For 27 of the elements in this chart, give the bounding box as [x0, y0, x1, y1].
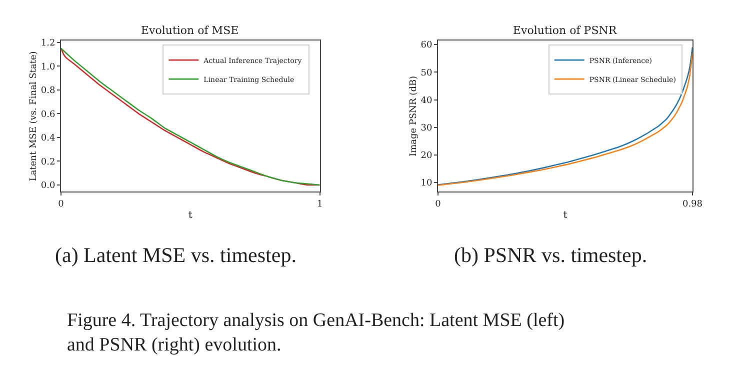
y-tick-label: 60	[420, 40, 432, 51]
x-tick-label: 0	[58, 199, 64, 210]
y-axis-title: Latent MSE (vs. Final State)	[29, 51, 40, 182]
y-tick-label: 50	[420, 68, 432, 78]
line-series	[61, 48, 320, 186]
text: (b) PSNR vs. timestep.	[454, 243, 648, 267]
y-tick-label: 1.2	[40, 38, 56, 49]
y-tick-label: 0.4	[40, 134, 56, 144]
x-tick-label: 0.98	[682, 199, 703, 210]
x-tick-label: 0	[435, 199, 442, 210]
y-tick-label: 0.8	[40, 86, 56, 96]
chart-title: Evolution of MSE	[141, 24, 239, 37]
y-tick-label: 1.0	[40, 62, 56, 72]
y-tick-label: 10	[420, 178, 432, 189]
y-tick-label: 0.2	[40, 157, 56, 168]
x-tick-label: 1	[316, 199, 323, 210]
x-axis-title: t	[188, 210, 192, 221]
y-tick-label: 20	[420, 151, 432, 162]
chart-title: Evolution of PSNR	[513, 24, 618, 37]
y-tick-label: 0.0	[40, 181, 56, 192]
caption: Figure 4. Trajectory analysis on GenAI-Bench: Latent MSE (left) and PSNR (right) evolution.	[67, 310, 565, 356]
y-tick-label: 0.6	[40, 110, 56, 120]
x-axis-title: t	[563, 210, 568, 221]
y-tick-label: 40	[420, 96, 432, 106]
y-axis-title: Image PSNR (dB)	[409, 76, 420, 156]
text: (a) Latent MSE vs. timestep.	[55, 243, 296, 267]
y-tick-label: 30	[420, 123, 432, 134]
